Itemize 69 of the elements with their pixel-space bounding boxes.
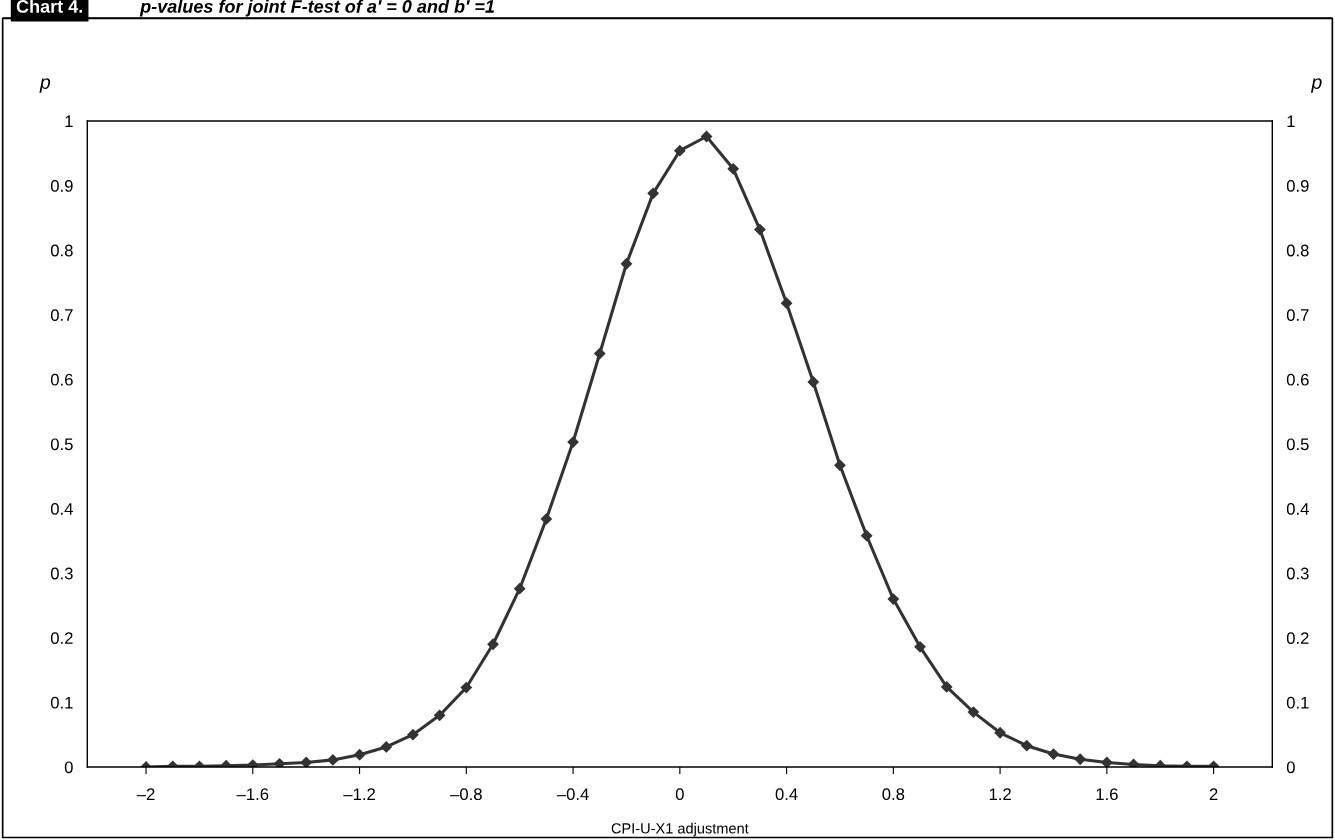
chart-title: p-values for joint F-test of a′ = 0 and b′ =1 (139, 0, 494, 17)
y2-tick-label: 1 (1287, 115, 1295, 128)
point (887, 593, 899, 605)
point (700, 130, 713, 143)
point (1047, 748, 1060, 760)
y-tick-label: 0.2 (50, 632, 73, 644)
point (487, 638, 499, 650)
point (754, 223, 766, 236)
y-tick-label: 0.1 (50, 696, 73, 709)
x-tick-label: 1.2 (989, 788, 1011, 800)
point (994, 727, 1006, 739)
y-tick-label: 0.3 (50, 567, 73, 580)
point (967, 706, 980, 718)
x-tick-label: –1.2 (343, 788, 375, 800)
x-axis-title: CPI-U-X1 adjustment (611, 822, 749, 837)
point (861, 530, 873, 542)
y2-tick-label: 0.1 (1286, 696, 1309, 709)
y-axis-title: p (39, 78, 51, 93)
y2-axis-title: p (1310, 78, 1322, 93)
point (620, 258, 633, 270)
y2-tick-label: 0.2 (1286, 632, 1309, 644)
point (674, 145, 686, 157)
y2-tick-label: 0.8 (1286, 244, 1309, 257)
y-tick-label: 0.4 (50, 503, 73, 515)
x-tick-label: –2 (136, 788, 155, 800)
x-tick-label: 0.4 (775, 788, 798, 801)
point (407, 729, 419, 741)
y-tick-label: 0.8 (50, 244, 73, 257)
y2-tick-label: 0.7 (1286, 309, 1309, 321)
y2-tick-label: 0 (1286, 761, 1295, 774)
y2-tick-label: 0.4 (1286, 503, 1309, 515)
y-tick-label: 0.5 (50, 438, 73, 451)
y-tick-label: 0 (64, 761, 73, 774)
point (1101, 756, 1113, 767)
point (540, 513, 552, 525)
y2-tick-label: 0.3 (1286, 567, 1309, 580)
point (647, 187, 659, 199)
point (300, 756, 312, 767)
point (594, 347, 606, 360)
point (727, 163, 739, 175)
point (567, 436, 579, 448)
x-tick-label: –0.4 (556, 788, 589, 801)
y2-tick-label: 0.9 (1286, 180, 1309, 192)
x-tick-label: 1.6 (1096, 788, 1118, 801)
point (807, 376, 819, 388)
y2-tick-label: 0.5 (1286, 438, 1309, 451)
point (514, 583, 526, 595)
point (941, 681, 953, 693)
point (380, 741, 392, 753)
caption: Chart 4. (16, 0, 82, 13)
point (1074, 753, 1086, 765)
point (834, 459, 846, 471)
x-tick-label: –0.8 (450, 788, 482, 801)
point (1021, 740, 1033, 752)
y-tick-label: 0.6 (50, 373, 73, 386)
y-tick-label: 0.9 (50, 180, 73, 192)
point (780, 297, 793, 309)
point (353, 749, 366, 761)
y-tick-label: 0.7 (50, 309, 73, 321)
x-tick-label: –1.6 (236, 788, 269, 801)
x-tick-label: 0.8 (882, 788, 905, 801)
point (914, 641, 926, 653)
y2-tick-label: 0.6 (1286, 373, 1309, 386)
point (327, 754, 339, 766)
y-tick-label: 1 (65, 115, 73, 128)
point (434, 709, 446, 721)
point (460, 681, 472, 694)
x-tick-label: 2 (1209, 788, 1218, 800)
x-tick-label: 0 (675, 788, 684, 801)
